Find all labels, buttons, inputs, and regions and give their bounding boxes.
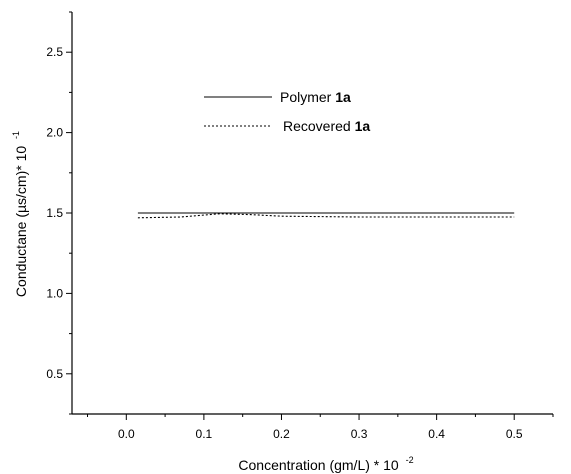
y-tick-label: 0.5	[46, 367, 63, 381]
x-tick-label: 0.5	[506, 427, 523, 441]
y-tick-label: 2.0	[46, 126, 63, 140]
x-axis-ticks: 0.0 0.1 0.2 0.3 0.4 0.5	[87, 414, 554, 441]
x-tick-label: 0.3	[351, 427, 368, 441]
legend-label-text: Polymer	[280, 89, 335, 105]
series-line-2	[137, 213, 515, 219]
x-tick-label: 0.2	[273, 427, 290, 441]
x-axis-title: Concentration (gm/L) * 10 -2	[238, 455, 413, 473]
legend-label-1: Polymer 1a	[280, 89, 351, 105]
legend-label-2: Recovered 1a	[283, 118, 370, 134]
x-axis-title-text: Concentration (gm/L) * 10	[238, 457, 399, 473]
legend-label-bold: 1a	[355, 118, 371, 134]
y-tick-label: 2.5	[46, 45, 63, 59]
legend-label-text: Recovered	[283, 118, 355, 134]
y-axis-title-text: Conductane (µs/cm)* 10	[13, 146, 29, 297]
y-axis-ticks: 0.5 1.0 1.5 2.0 2.5	[46, 11, 72, 415]
y-tick-label: 1.5	[46, 206, 63, 220]
legend-label-bold: 1a	[335, 89, 351, 105]
x-tick-label: 0.0	[118, 427, 135, 441]
x-axis-title-exponent: -2	[406, 455, 414, 465]
x-tick-label: 0.4	[428, 427, 445, 441]
y-axis-title: Conductane (µs/cm)* 10 -1	[11, 131, 29, 297]
x-tick-label: 0.1	[196, 427, 213, 441]
y-axis-title-exponent: -1	[11, 131, 21, 139]
y-tick-label: 1.0	[46, 286, 63, 300]
series-group	[137, 212, 515, 219]
